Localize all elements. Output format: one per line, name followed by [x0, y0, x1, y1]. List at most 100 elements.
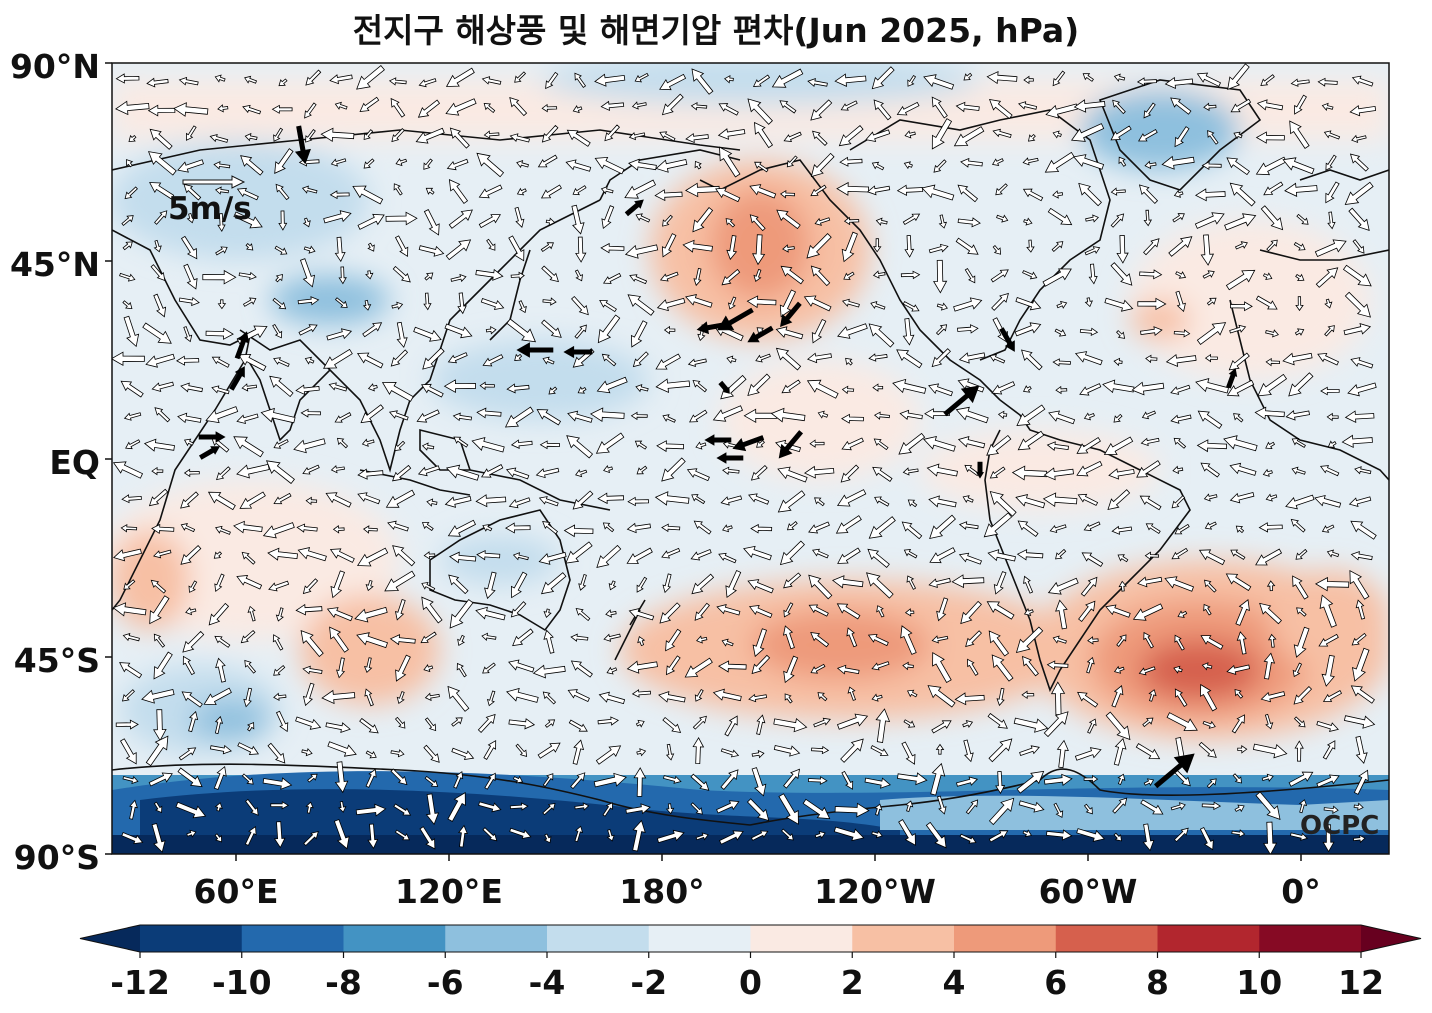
wind-arrow: [262, 522, 295, 539]
wind-arrow: [1170, 384, 1191, 395]
wind-arrow: [704, 434, 732, 446]
wind-arrow: [1104, 297, 1134, 312]
wind-arrow: [424, 692, 440, 702]
wind-arrow: [1252, 743, 1288, 759]
wind-arrow: [771, 68, 804, 88]
wind-arrow: [902, 318, 915, 346]
wind-arrow: [424, 717, 437, 732]
wind-arrow: [1265, 329, 1279, 338]
wind-arrow: [810, 265, 831, 287]
wind-arrow: [726, 355, 737, 364]
wind-arrow: [273, 127, 284, 142]
wind-arrow: [1017, 430, 1045, 451]
wind-arrow: [293, 438, 326, 454]
wind-arrow: [907, 499, 918, 508]
y-tick-label: 45°N: [10, 245, 100, 284]
wind-arrow: [1319, 465, 1340, 477]
colorbar-swatch: [241, 925, 344, 952]
wind-arrow: [1116, 234, 1129, 264]
wind-arrow: [930, 762, 946, 796]
wind-arrow: [955, 406, 989, 424]
wind-arrow: [456, 662, 467, 678]
wind-arrow: [302, 464, 320, 475]
wind-arrow: [661, 233, 677, 258]
wind-arrow: [542, 356, 555, 365]
wind-arrow: [262, 777, 293, 790]
colorbar-under-extension: [80, 925, 140, 952]
wind-arrow: [718, 103, 739, 116]
wind-arrow: [921, 184, 955, 201]
wind-arrow: [508, 718, 536, 730]
wind-arrow: [1116, 330, 1126, 339]
wind-arrow: [1054, 328, 1067, 337]
wind-arrow: [304, 356, 315, 365]
wind-arrow: [1355, 599, 1366, 620]
wind-arrow: [424, 775, 439, 787]
wind-arrow: [597, 492, 625, 505]
wind-arrow: [359, 717, 379, 734]
wind-arrow: [1137, 576, 1163, 588]
wind-arrow: [1353, 802, 1364, 811]
wind-arrow: [483, 130, 500, 139]
wind-arrow: [214, 833, 223, 843]
wind-arrow: [545, 71, 559, 90]
wind-arrow: [661, 457, 686, 482]
wind-arrow: [929, 547, 956, 564]
wind-arrow: [717, 660, 747, 673]
wind-arrow: [1026, 239, 1035, 253]
wind-arrow: [1234, 688, 1244, 699]
wind-arrow: [1113, 832, 1122, 842]
wind-arrow: [381, 381, 414, 402]
y-tick-label: 90°S: [14, 838, 100, 877]
wind-arrow: [153, 651, 173, 680]
wind-arrow: [786, 155, 798, 168]
wind-arrow: [217, 213, 226, 233]
wind-arrow: [149, 182, 175, 200]
wind-arrow: [1085, 214, 1099, 223]
wind-arrow: [721, 638, 734, 647]
wind-arrow: [936, 597, 949, 622]
wind-arrow: [1203, 102, 1217, 112]
wind-arrow: [301, 185, 318, 194]
wind-arrow: [1231, 829, 1246, 838]
wind-arrow: [931, 720, 952, 734]
wind-arrow: [149, 128, 173, 150]
wind-arrow: [1353, 769, 1369, 795]
wind-arrow: [783, 768, 801, 789]
wind-arrow: [632, 819, 646, 852]
wind-arrow: [712, 405, 744, 422]
wind-arrow: [1298, 799, 1308, 814]
wind-arrow: [297, 547, 327, 562]
wind-arrow: [457, 292, 467, 315]
wind-arrow: [394, 440, 406, 452]
wind-arrow: [1227, 63, 1250, 91]
wind-arrow: [965, 799, 979, 815]
y-axis: 90°N 45°N EQ 45°S 90°S: [10, 47, 112, 877]
wind-arrow: [1293, 716, 1306, 728]
wind-arrow: [565, 541, 593, 564]
wind-arrow: [867, 548, 890, 568]
wind-arrow: [1295, 273, 1305, 282]
colorbar-tick-label: 4: [943, 963, 966, 1002]
wind-arrow: [272, 323, 283, 339]
wind-arrow: [1226, 664, 1250, 675]
wind-arrow: [843, 271, 855, 280]
wind-arrow: [784, 693, 793, 704]
wind-arrow: [751, 749, 765, 759]
wind-arrow: [542, 803, 556, 816]
colorbar-tick-label: -12: [110, 963, 170, 1002]
wind-arrow: [1260, 74, 1275, 86]
wind-arrow: [151, 823, 166, 853]
wind-arrow: [1055, 548, 1067, 560]
wind-arrow: [563, 524, 594, 538]
wind-arrow: [444, 323, 473, 339]
credit-label: OCPC: [1300, 811, 1379, 841]
wind-arrow: [1015, 626, 1044, 654]
wind-arrow: [325, 492, 352, 508]
wind-arrow: [574, 72, 587, 88]
wind-arrow: [180, 545, 202, 565]
wind-arrow: [1077, 493, 1099, 506]
wind-arrow: [991, 292, 1009, 311]
colorbar-tick-label: -4: [529, 963, 566, 1002]
wind-arrow: [577, 386, 587, 394]
